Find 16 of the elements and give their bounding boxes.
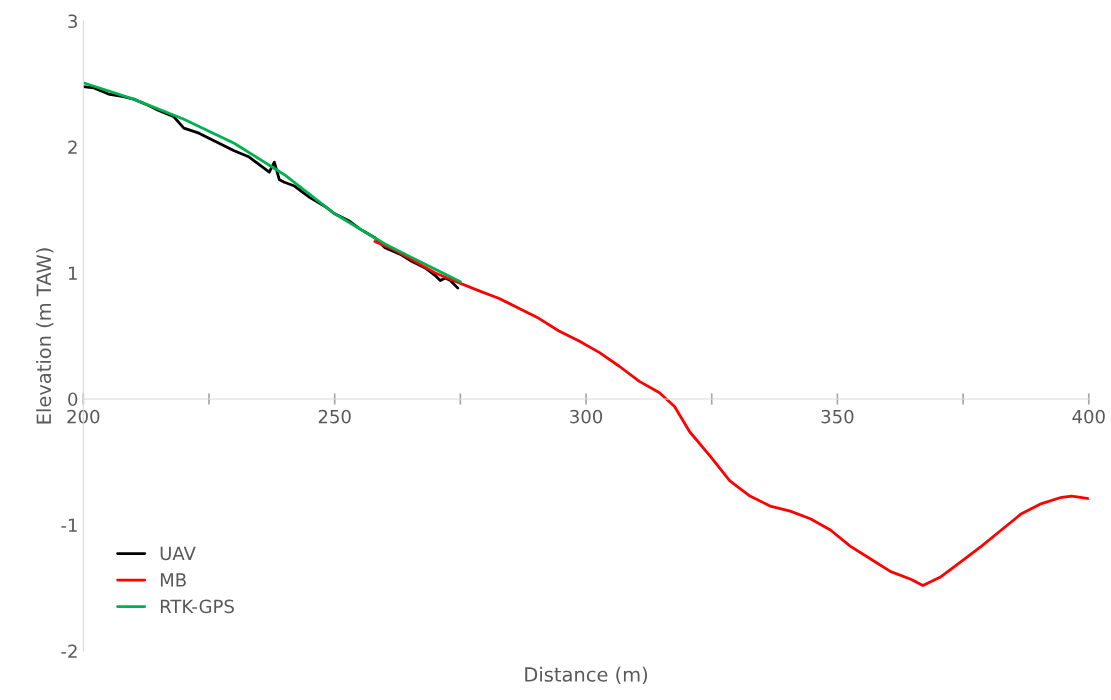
x-tick-label: 250 <box>318 409 351 424</box>
legend-label: UAV <box>160 546 196 561</box>
y-tick-label: -1 <box>61 518 77 532</box>
legend-label: MB <box>160 573 186 587</box>
x-axis-title: Distance (m) <box>525 666 648 685</box>
y-tick-label: 0 <box>68 392 78 407</box>
y-axis-title: Elevation (m TAW) <box>36 248 54 424</box>
y-tick-label: -2 <box>61 644 77 658</box>
y-tick-label: 3 <box>68 14 78 29</box>
y-tick-label: 2 <box>68 140 77 154</box>
legend-label: RTK-GPS <box>160 599 234 614</box>
y-tick-label: 1 <box>68 266 77 280</box>
x-tick-label: 400 <box>1072 409 1105 424</box>
x-tick-label: 200 <box>67 409 100 424</box>
x-tick-label: 350 <box>821 409 854 424</box>
x-tick-label: 300 <box>570 409 603 424</box>
